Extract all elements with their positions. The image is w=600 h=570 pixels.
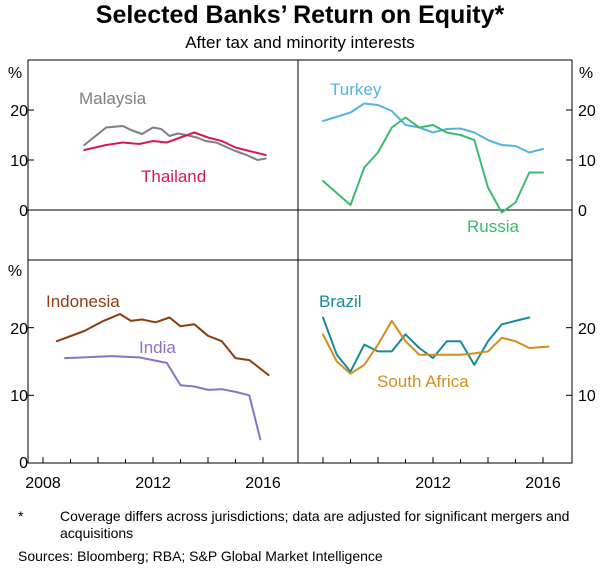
chart-subtitle: After tax and minority interests [185,33,415,52]
series-line-turkey [322,102,544,154]
footnote-text: Coverage differs across jurisdictions; d… [60,508,570,541]
chart-canvas: % % % 20 10 0 20 10 0 20 10 0 20 10 2008… [8,59,596,492]
ytick-label-bl-10: 10 [10,388,28,405]
series-label-india: India [139,338,176,357]
series-label-russia: Russia [467,217,520,236]
ytick-label-br-20: 20 [578,321,596,338]
xtick-label-br-2012: 2012 [415,475,451,492]
series-line-indonesia [55,313,270,376]
unit-label-top-left: % [8,65,22,82]
unit-label-bottom-left: % [8,263,22,280]
ytick-label-bl-20: 20 [10,321,28,338]
chart-title: Selected Banks’ Return on Equity* [95,1,505,29]
panel-grid [27,59,573,464]
series-line-russia [322,116,544,214]
panel-border [27,59,573,464]
series-line-brazil [322,316,531,373]
sources-note: Sources: Bloomberg; RBA; S&P Global Mark… [18,548,383,564]
series-line-south-africa [322,319,550,375]
ytick-label-tr-10: 10 [578,153,596,170]
xtick-label-br-2016: 2016 [525,475,561,492]
footnote-marker: * [18,508,24,524]
series-label-turkey: Turkey [330,80,382,99]
series-label-malaysia: Malaysia [79,89,147,108]
series-label-indonesia: Indonesia [46,292,120,311]
series-label-brazil: Brazil [319,292,362,311]
tick-layer [28,109,572,463]
ytick-label-tr-0: 0 [578,203,587,220]
series-line-malaysia [83,125,267,161]
ytick-label-tr-20: 20 [578,103,596,120]
ytick-label-br-10: 10 [578,388,596,405]
xtick-label-bl-2016: 2016 [245,475,281,492]
series-line-india [64,355,262,441]
ytick-label-tl-20: 20 [10,103,28,120]
series-label-thailand: Thailand [141,167,206,186]
ytick-label-tl-10: 10 [10,153,28,170]
xtick-label-bl-2012: 2012 [135,475,171,492]
series-layer [55,102,550,441]
unit-label-top-right: % [579,65,593,82]
ytick-label-bl-0: 0 [19,455,28,472]
series-label-south-africa: South Africa [377,372,469,391]
ytick-label-tl-0: 0 [19,203,28,220]
xtick-label-bl-2008: 2008 [25,475,61,492]
series-line-thailand [83,131,267,156]
footnote: * Coverage differs across jurisdictions;… [18,508,588,542]
